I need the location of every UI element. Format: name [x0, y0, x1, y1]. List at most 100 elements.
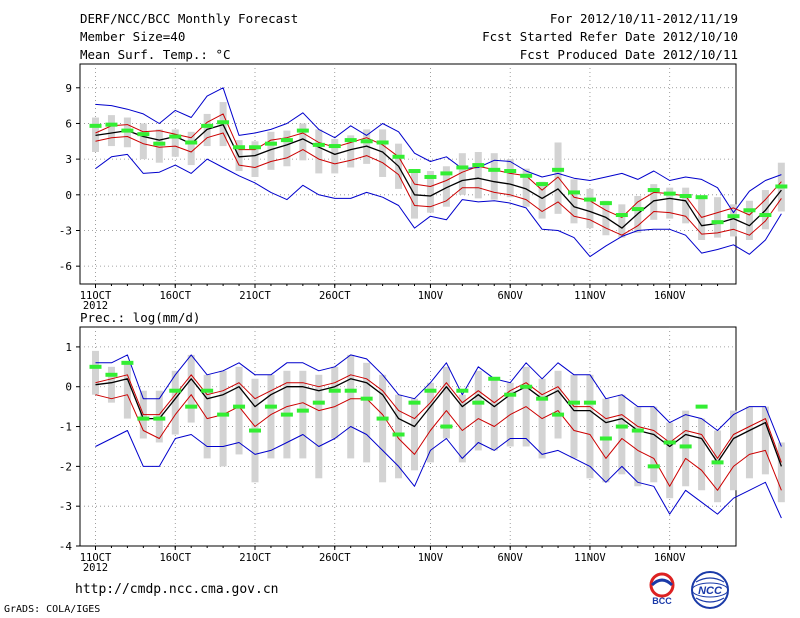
- temp-observed-marker: [711, 220, 724, 225]
- prec-y-tick-label: -4: [59, 540, 73, 553]
- temp-observed-marker: [249, 145, 261, 150]
- temp-spread-box: [650, 184, 658, 220]
- prec-observed-marker: [568, 400, 580, 405]
- temp-spread-box: [474, 152, 482, 199]
- prec-spread-box: [123, 362, 131, 419]
- prec-spread-box: [474, 370, 482, 451]
- temp-y-tick-label: 0: [65, 189, 72, 202]
- prec-x-tick-label: 11OCT: [80, 552, 112, 564]
- temp-spread-box: [107, 115, 115, 147]
- prec-observed-marker: [217, 412, 230, 417]
- prec-observed-marker: [249, 428, 261, 433]
- prec-observed-marker: [711, 460, 724, 465]
- prec-observed-marker: [153, 416, 166, 421]
- temp-observed-marker: [456, 165, 469, 170]
- prec-observed-marker: [440, 424, 453, 429]
- prec-spread-box: [714, 430, 722, 503]
- temp-x-tick-label: 11OCT: [80, 290, 112, 302]
- temp-observed-marker: [392, 154, 405, 159]
- temp-spread-box: [251, 141, 259, 177]
- temp-spread-box: [299, 123, 307, 161]
- prec-x-tick-label: 11NOV: [574, 552, 606, 564]
- source-url[interactable]: http://cmdp.ncc.cma.gov.cn: [75, 582, 279, 597]
- bcc-logo-text: BCC: [652, 596, 672, 606]
- temp-spread-box: [554, 142, 562, 214]
- prec-spread-box: [315, 374, 323, 479]
- prec-observed-marker: [599, 436, 612, 441]
- prec-observed-marker: [631, 428, 644, 433]
- temp-spread-box: [745, 200, 753, 240]
- temp-spread-box: [730, 204, 737, 237]
- variable-label: Mean Surf. Temp.: °C: [80, 47, 231, 62]
- prec-observed-marker: [695, 404, 708, 409]
- prec-year-label: 2012: [83, 562, 108, 574]
- temp-mean-line: [95, 123, 782, 229]
- prec-spread-box: [745, 406, 753, 479]
- prec-spread-box: [490, 378, 498, 451]
- prec-y-tick-label: -1: [59, 421, 72, 434]
- temp-spread-box: [139, 123, 147, 160]
- temp-observed-marker: [185, 140, 198, 145]
- prec-observed-marker: [536, 396, 549, 401]
- prec-panel-title: Prec.: log(mm/d): [80, 310, 200, 325]
- temp-observed-marker: [105, 122, 118, 127]
- prec-spread-box: [650, 406, 658, 483]
- ncc-logo-orbit-icon: [691, 582, 729, 598]
- prec-spread-box: [379, 374, 387, 483]
- prec-observed-marker: [169, 388, 182, 393]
- bcc-logo: BCC: [640, 570, 684, 610]
- temp-x-tick-label: 21OCT: [239, 290, 271, 302]
- prec-observed-marker: [679, 444, 692, 449]
- prec-spread-box: [618, 394, 626, 475]
- temp-observed-marker: [504, 169, 517, 174]
- grads-credit: GrADS: COLA/IGES: [4, 604, 101, 615]
- temp-observed-marker: [376, 140, 389, 145]
- prec-spread-box: [411, 398, 418, 471]
- temp-spread-box: [538, 181, 546, 219]
- member-size-label: Member Size=40: [80, 29, 186, 44]
- prec-observed-marker: [424, 388, 437, 393]
- prec-observed-marker: [360, 396, 373, 401]
- temp-x-tick-label: 16OCT: [159, 290, 191, 302]
- temp-spread-box: [682, 187, 690, 224]
- prec-spread-box: [634, 406, 642, 487]
- temp-y-tick-label: -6: [59, 260, 72, 273]
- temp-observed-marker: [552, 167, 565, 172]
- prec-spread-box: [554, 370, 562, 439]
- prec-observed-marker: [137, 416, 150, 421]
- prec-observed-marker: [583, 400, 596, 405]
- prec-spread-box: [442, 366, 450, 439]
- temp-observed-marker: [536, 182, 549, 187]
- temp-x-tick-label: 1NOV: [418, 290, 444, 302]
- temp-observed-marker: [296, 128, 309, 133]
- bcc-logo-ring-icon: [649, 572, 675, 598]
- temp-plot-frame: [79, 63, 737, 285]
- temp-observed-marker: [615, 213, 628, 218]
- temp-observed-marker: [344, 138, 357, 143]
- prec-max-line: [95, 354, 782, 447]
- temp-spread-box: [698, 196, 706, 240]
- temp-lower-line: [95, 132, 782, 236]
- temp-observed-marker: [137, 132, 150, 137]
- prec-observed-marker: [280, 412, 293, 417]
- temp-observed-marker: [472, 163, 485, 168]
- temp-observed-marker: [679, 194, 692, 198]
- prec-spread-box: [347, 354, 355, 459]
- temp-x-tick-label: 16NOV: [654, 290, 686, 302]
- temp-observed-marker: [201, 123, 214, 128]
- prec-x-tick-label: 16NOV: [654, 552, 686, 564]
- temp-observed-marker: [647, 188, 660, 193]
- prec-y-tick-label: -3: [59, 500, 72, 513]
- prec-observed-marker: [185, 404, 198, 409]
- temp-observed-marker: [312, 142, 325, 147]
- temp-upper-line: [95, 113, 782, 218]
- temp-spread-box: [379, 129, 387, 177]
- prec-observed-marker: [121, 360, 134, 365]
- prec-spread-box: [171, 370, 179, 435]
- prec-spread-box: [299, 370, 307, 459]
- temp-spread-box: [506, 159, 514, 198]
- temp-spread-box: [522, 168, 530, 207]
- temp-spread-box: [490, 153, 498, 200]
- temp-y-tick-label: 6: [65, 117, 72, 130]
- prec-observed-marker: [344, 388, 357, 393]
